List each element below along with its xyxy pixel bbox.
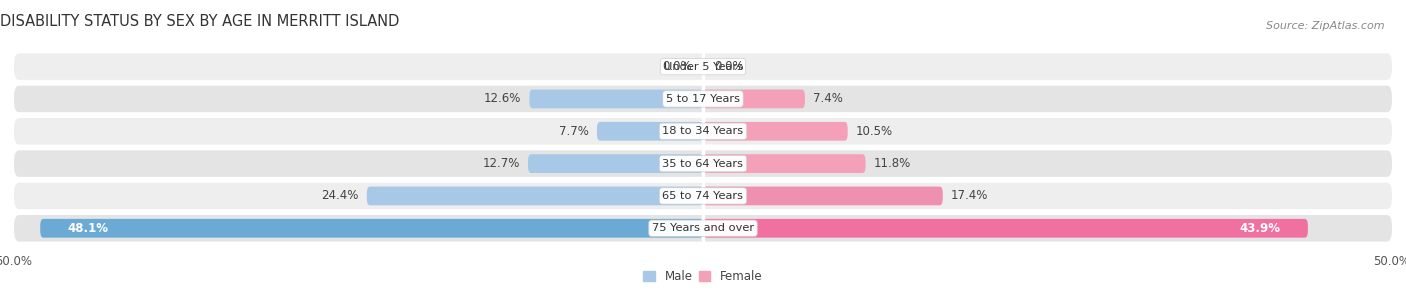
FancyBboxPatch shape — [14, 215, 1392, 241]
FancyBboxPatch shape — [41, 219, 703, 238]
Text: 75 Years and over: 75 Years and over — [652, 223, 754, 233]
Text: 48.1%: 48.1% — [67, 222, 108, 235]
FancyBboxPatch shape — [703, 90, 806, 108]
FancyBboxPatch shape — [703, 154, 866, 173]
Text: DISABILITY STATUS BY SEX BY AGE IN MERRITT ISLAND: DISABILITY STATUS BY SEX BY AGE IN MERRI… — [0, 14, 399, 29]
FancyBboxPatch shape — [703, 219, 1308, 238]
Text: 24.4%: 24.4% — [321, 189, 359, 202]
Text: 10.5%: 10.5% — [856, 125, 893, 138]
Text: 18 to 34 Years: 18 to 34 Years — [662, 126, 744, 136]
FancyBboxPatch shape — [598, 122, 703, 141]
Text: Under 5 Years: Under 5 Years — [664, 62, 742, 72]
FancyBboxPatch shape — [14, 54, 1392, 80]
FancyBboxPatch shape — [14, 150, 1392, 177]
Text: Source: ZipAtlas.com: Source: ZipAtlas.com — [1267, 21, 1385, 31]
FancyBboxPatch shape — [703, 122, 848, 141]
Text: 43.9%: 43.9% — [1239, 222, 1281, 235]
Text: 65 to 74 Years: 65 to 74 Years — [662, 191, 744, 201]
Text: 7.4%: 7.4% — [813, 92, 844, 105]
Text: 35 to 64 Years: 35 to 64 Years — [662, 159, 744, 169]
Text: 5 to 17 Years: 5 to 17 Years — [666, 94, 740, 104]
Legend: Male, Female: Male, Female — [638, 266, 768, 288]
Text: 11.8%: 11.8% — [875, 157, 911, 170]
Text: 12.6%: 12.6% — [484, 92, 522, 105]
Text: 7.7%: 7.7% — [558, 125, 589, 138]
FancyBboxPatch shape — [530, 90, 703, 108]
FancyBboxPatch shape — [14, 118, 1392, 144]
Text: 0.0%: 0.0% — [662, 60, 692, 73]
FancyBboxPatch shape — [529, 154, 703, 173]
FancyBboxPatch shape — [14, 183, 1392, 209]
FancyBboxPatch shape — [14, 86, 1392, 112]
Text: 12.7%: 12.7% — [482, 157, 520, 170]
FancyBboxPatch shape — [367, 187, 703, 205]
Text: 0.0%: 0.0% — [714, 60, 744, 73]
FancyBboxPatch shape — [703, 187, 943, 205]
Text: 17.4%: 17.4% — [950, 189, 988, 202]
